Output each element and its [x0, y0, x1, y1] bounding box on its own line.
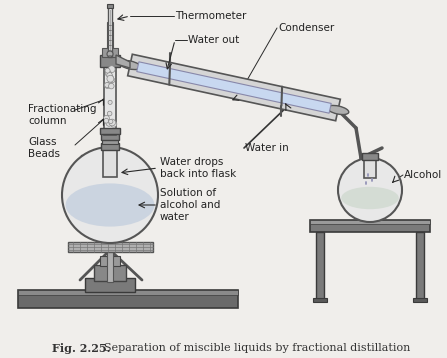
Text: Water in: Water in — [245, 143, 289, 153]
Bar — [101, 143, 119, 150]
Bar — [316, 232, 324, 300]
Bar — [310, 220, 430, 232]
Ellipse shape — [109, 83, 114, 89]
Bar — [413, 298, 427, 302]
Ellipse shape — [106, 120, 112, 126]
Ellipse shape — [371, 178, 373, 182]
Ellipse shape — [104, 115, 110, 121]
Text: Water out: Water out — [188, 35, 239, 45]
Bar — [102, 48, 118, 57]
Polygon shape — [128, 54, 340, 121]
Bar — [107, 22, 113, 282]
Ellipse shape — [66, 183, 154, 227]
Ellipse shape — [105, 68, 110, 73]
Text: Fractionating
column: Fractionating column — [28, 104, 97, 126]
Bar — [85, 278, 135, 292]
Text: Solution of
alcohol and
water: Solution of alcohol and water — [160, 188, 220, 222]
Bar — [68, 242, 153, 252]
Bar — [18, 290, 238, 308]
Text: Alcohol: Alcohol — [404, 170, 442, 180]
Ellipse shape — [107, 51, 113, 57]
Ellipse shape — [119, 61, 141, 69]
Text: Glass
Beads: Glass Beads — [28, 137, 60, 159]
Text: Water drops
back into flask: Water drops back into flask — [160, 157, 236, 179]
Bar — [310, 220, 430, 224]
Bar — [107, 250, 113, 257]
Bar — [313, 298, 327, 302]
Polygon shape — [137, 62, 331, 113]
Text: Condenser: Condenser — [278, 23, 334, 33]
Ellipse shape — [105, 82, 110, 87]
Ellipse shape — [106, 82, 112, 88]
Bar — [100, 128, 120, 134]
Ellipse shape — [105, 83, 110, 88]
Ellipse shape — [109, 76, 113, 80]
Bar — [100, 55, 120, 67]
Bar — [103, 147, 117, 177]
Bar — [362, 153, 378, 160]
Bar — [101, 133, 119, 140]
Bar — [102, 139, 118, 144]
Bar — [108, 5, 112, 57]
Ellipse shape — [109, 75, 113, 79]
Ellipse shape — [108, 66, 115, 73]
Text: Separation of miscible liquids by fractional distillation: Separation of miscible liquids by fracti… — [97, 343, 410, 353]
Text: Thermometer: Thermometer — [175, 11, 246, 21]
Ellipse shape — [104, 118, 109, 123]
Ellipse shape — [341, 187, 399, 209]
Bar — [110, 10, 111, 50]
Ellipse shape — [108, 100, 112, 105]
Bar — [100, 256, 120, 266]
Ellipse shape — [109, 119, 115, 126]
Ellipse shape — [62, 147, 158, 243]
Ellipse shape — [327, 106, 349, 115]
Bar — [416, 232, 424, 300]
Polygon shape — [116, 55, 130, 68]
Ellipse shape — [105, 71, 111, 77]
Bar — [94, 265, 126, 281]
Bar — [107, 4, 113, 8]
Ellipse shape — [365, 181, 367, 185]
Bar — [104, 65, 116, 135]
Bar — [18, 290, 238, 295]
Ellipse shape — [107, 111, 112, 116]
Ellipse shape — [110, 121, 117, 127]
Bar — [81, 155, 109, 163]
Ellipse shape — [367, 173, 369, 177]
Bar — [79, 157, 87, 162]
Ellipse shape — [107, 72, 112, 78]
Text: Fig. 2.25.: Fig. 2.25. — [52, 343, 110, 353]
Ellipse shape — [107, 75, 114, 82]
Ellipse shape — [110, 78, 115, 83]
Ellipse shape — [109, 119, 113, 124]
Bar — [364, 158, 376, 178]
Ellipse shape — [338, 158, 402, 222]
